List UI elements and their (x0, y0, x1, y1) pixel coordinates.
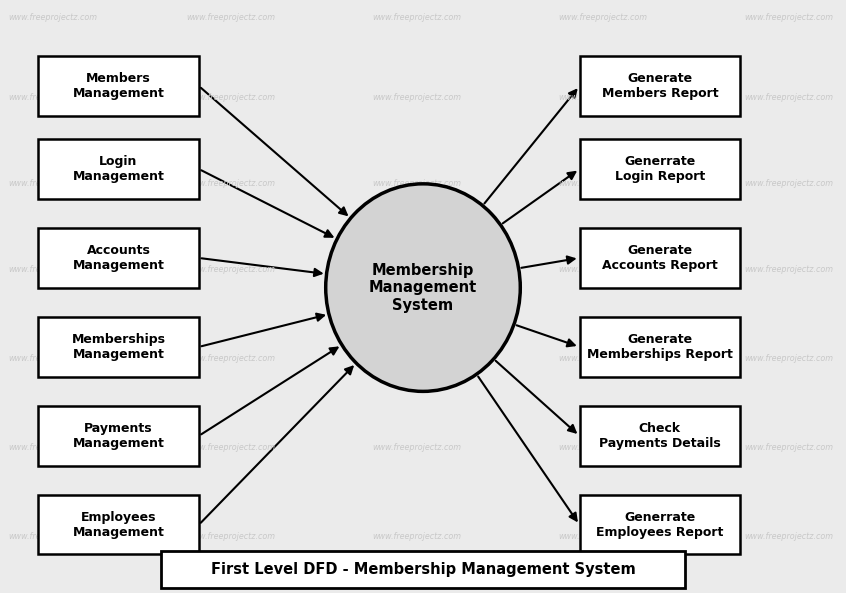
FancyBboxPatch shape (38, 317, 199, 377)
FancyBboxPatch shape (38, 406, 199, 466)
Text: www.freeprojectz.com: www.freeprojectz.com (558, 179, 647, 189)
Text: www.freeprojectz.com: www.freeprojectz.com (744, 265, 833, 275)
Text: www.freeprojectz.com: www.freeprojectz.com (8, 93, 97, 103)
Text: Members
Management: Members Management (73, 72, 164, 100)
Text: www.freeprojectz.com: www.freeprojectz.com (8, 443, 97, 452)
Text: First Level DFD - Membership Management System: First Level DFD - Membership Management … (211, 562, 635, 577)
FancyBboxPatch shape (580, 228, 740, 288)
Text: www.freeprojectz.com: www.freeprojectz.com (8, 532, 97, 541)
Text: www.freeprojectz.com: www.freeprojectz.com (372, 13, 461, 23)
Text: www.freeprojectz.com: www.freeprojectz.com (744, 13, 833, 23)
Text: Generate
Accounts Report: Generate Accounts Report (602, 244, 717, 272)
Text: www.freeprojectz.com: www.freeprojectz.com (372, 443, 461, 452)
Text: www.freeprojectz.com: www.freeprojectz.com (372, 532, 461, 541)
Text: www.freeprojectz.com: www.freeprojectz.com (186, 265, 275, 275)
Text: www.freeprojectz.com: www.freeprojectz.com (8, 265, 97, 275)
Text: www.freeprojectz.com: www.freeprojectz.com (372, 93, 461, 103)
Text: www.freeprojectz.com: www.freeprojectz.com (186, 93, 275, 103)
Text: www.freeprojectz.com: www.freeprojectz.com (8, 179, 97, 189)
Ellipse shape (326, 184, 520, 391)
FancyBboxPatch shape (580, 406, 740, 466)
Text: www.freeprojectz.com: www.freeprojectz.com (372, 179, 461, 189)
Text: Memberships
Management: Memberships Management (71, 333, 166, 361)
Text: www.freeprojectz.com: www.freeprojectz.com (558, 93, 647, 103)
Text: www.freeprojectz.com: www.freeprojectz.com (744, 354, 833, 364)
FancyBboxPatch shape (161, 551, 685, 588)
Text: www.freeprojectz.com: www.freeprojectz.com (186, 13, 275, 23)
Text: www.freeprojectz.com: www.freeprojectz.com (8, 354, 97, 364)
Text: www.freeprojectz.com: www.freeprojectz.com (186, 443, 275, 452)
Text: Generate
Memberships Report: Generate Memberships Report (587, 333, 733, 361)
Text: Employees
Management: Employees Management (73, 511, 164, 539)
Text: Accounts
Management: Accounts Management (73, 244, 164, 272)
FancyBboxPatch shape (38, 56, 199, 116)
Text: www.freeprojectz.com: www.freeprojectz.com (558, 265, 647, 275)
Text: www.freeprojectz.com: www.freeprojectz.com (558, 13, 647, 23)
Text: www.freeprojectz.com: www.freeprojectz.com (8, 13, 97, 23)
Text: www.freeprojectz.com: www.freeprojectz.com (186, 354, 275, 364)
Text: www.freeprojectz.com: www.freeprojectz.com (186, 532, 275, 541)
Text: www.freeprojectz.com: www.freeprojectz.com (186, 179, 275, 189)
Text: www.freeprojectz.com: www.freeprojectz.com (744, 532, 833, 541)
FancyBboxPatch shape (580, 317, 740, 377)
Text: Login
Management: Login Management (73, 155, 164, 183)
Text: www.freeprojectz.com: www.freeprojectz.com (744, 93, 833, 103)
Text: Generrate
Employees Report: Generrate Employees Report (596, 511, 723, 539)
Text: www.freeprojectz.com: www.freeprojectz.com (558, 354, 647, 364)
Text: www.freeprojectz.com: www.freeprojectz.com (558, 532, 647, 541)
Text: www.freeprojectz.com: www.freeprojectz.com (744, 443, 833, 452)
Text: Payments
Management: Payments Management (73, 422, 164, 450)
Text: www.freeprojectz.com: www.freeprojectz.com (558, 443, 647, 452)
Text: Membership
Management
System: Membership Management System (369, 263, 477, 313)
FancyBboxPatch shape (580, 139, 740, 199)
Text: www.freeprojectz.com: www.freeprojectz.com (372, 265, 461, 275)
Text: www.freeprojectz.com: www.freeprojectz.com (372, 354, 461, 364)
FancyBboxPatch shape (38, 495, 199, 554)
Text: Generate
Members Report: Generate Members Report (602, 72, 718, 100)
Text: www.freeprojectz.com: www.freeprojectz.com (744, 179, 833, 189)
Text: Generrate
Login Report: Generrate Login Report (615, 155, 705, 183)
FancyBboxPatch shape (580, 56, 740, 116)
Text: Check
Payments Details: Check Payments Details (599, 422, 721, 450)
FancyBboxPatch shape (38, 139, 199, 199)
FancyBboxPatch shape (580, 495, 740, 554)
FancyBboxPatch shape (38, 228, 199, 288)
